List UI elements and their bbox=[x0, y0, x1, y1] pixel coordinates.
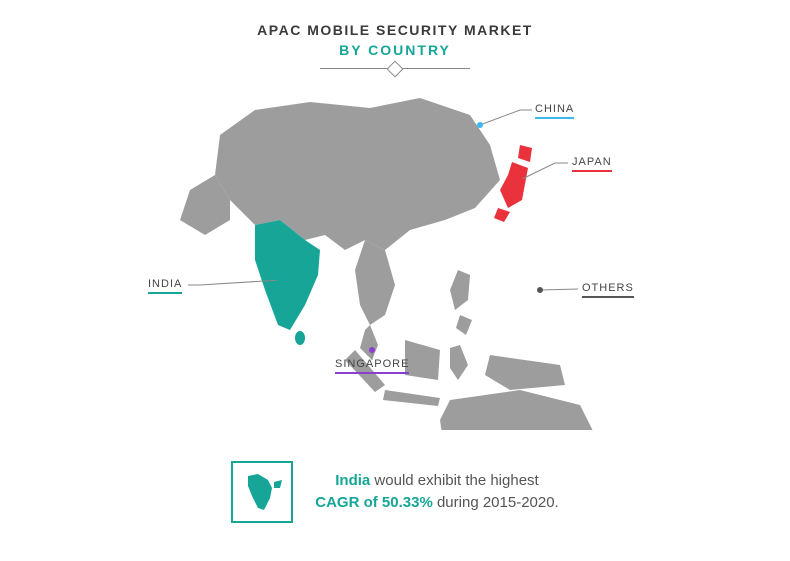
sub-title: BY COUNTRY bbox=[0, 42, 790, 58]
label-japan-underline bbox=[572, 170, 612, 172]
label-india: INDIA bbox=[148, 278, 182, 294]
label-others-text: OTHERS bbox=[582, 282, 634, 294]
callout-country: India bbox=[335, 472, 370, 489]
label-india-underline bbox=[148, 292, 182, 294]
title-block: APAC MOBILE SECURITY MARKET BY COUNTRY bbox=[0, 0, 790, 69]
main-title: APAC MOBILE SECURITY MARKET bbox=[0, 22, 790, 38]
label-china: CHINA bbox=[535, 103, 574, 119]
infographic-container: APAC MOBILE SECURITY MARKET BY COUNTRY bbox=[0, 0, 790, 561]
label-india-text: INDIA bbox=[148, 278, 182, 290]
label-singapore-text: SINGAPORE bbox=[335, 358, 409, 370]
label-japan-text: JAPAN bbox=[572, 156, 612, 168]
label-singapore: SINGAPORE bbox=[335, 358, 409, 374]
dot-others bbox=[537, 287, 543, 293]
label-japan: JAPAN bbox=[572, 156, 612, 172]
label-singapore-underline bbox=[335, 372, 409, 374]
callout-cagr-label: CAGR of bbox=[315, 494, 382, 511]
dot-india bbox=[277, 277, 283, 283]
callout-cagr-value: 50.33% bbox=[382, 494, 433, 511]
map-japan bbox=[494, 145, 532, 222]
callout-text: India would exhibit the highest CAGR of … bbox=[315, 470, 558, 515]
callout-period: during 2015-2020. bbox=[433, 494, 559, 511]
map-srilanka bbox=[295, 331, 305, 345]
label-others-underline bbox=[582, 296, 634, 298]
dot-singapore bbox=[369, 347, 375, 353]
title-divider bbox=[0, 68, 790, 69]
apac-map bbox=[160, 90, 630, 430]
callout-icon-box bbox=[231, 461, 293, 523]
map-base bbox=[180, 98, 622, 430]
india-icon bbox=[238, 468, 286, 516]
label-others: OTHERS bbox=[582, 282, 634, 298]
label-china-text: CHINA bbox=[535, 103, 574, 115]
callout-line1: would exhibit the highest bbox=[370, 472, 538, 489]
dot-japan bbox=[517, 177, 523, 183]
callout-row: India would exhibit the highest CAGR of … bbox=[0, 461, 790, 523]
map-svg bbox=[160, 90, 630, 430]
label-china-underline bbox=[535, 117, 574, 119]
dot-china bbox=[477, 122, 483, 128]
